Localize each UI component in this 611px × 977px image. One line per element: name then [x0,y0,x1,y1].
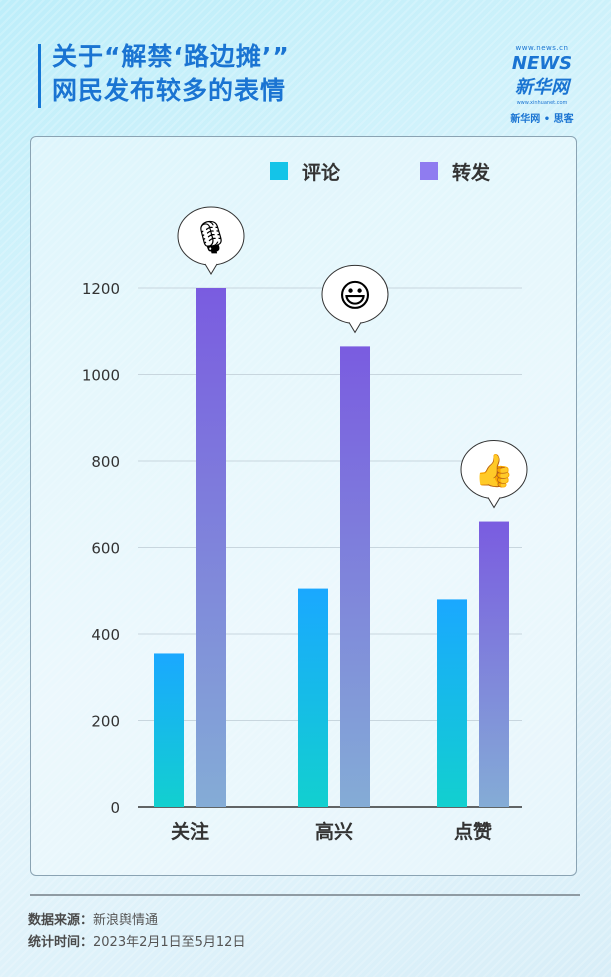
x-category-label: 高兴 [315,820,353,843]
bar-评论-关注 [154,653,184,807]
title-line-2: 网民发布较多的表情 [52,76,287,105]
source-value: 新浪舆情通 [93,913,159,928]
legend-label: 转发 [452,161,491,184]
y-tick-label: 1200 [82,280,120,298]
y-tick-label: 1000 [82,367,120,385]
emoji-bubble: 🎙 [177,206,245,275]
microphone-icon: 🎙 [191,218,232,256]
bar-转发-点赞 [479,521,509,807]
bar-转发-关注 [196,288,226,807]
bar-评论-高兴 [298,588,328,807]
period-value: 2023年2月1日至5月12日 [93,935,246,950]
x-category-label: 点赞 [454,821,492,843]
page-title: 关于“解禁‘路边摊’” 网民发布较多的表情 [52,40,290,108]
smiley-face-icon: 😃 [338,276,371,314]
data-source: 数据来源：新浪舆情通 [28,909,158,928]
logo-url: www.news.cn [515,44,569,52]
emoji-bubble: 😃 [321,264,389,334]
emoji-bubble: 👍 [460,440,528,509]
logo-subtitle: 新华网 • 思客 [510,114,574,125]
source-label: 数据来源： [28,913,94,928]
legend-label: 评论 [302,161,341,184]
y-tick-label: 600 [91,540,120,558]
legend-swatch [270,162,288,180]
y-tick-label: 0 [110,799,120,817]
logo-url-bottom: www.xinhuanet.com [516,100,568,106]
y-tick-label: 200 [91,713,120,731]
stat-period: 统计时间：2023年2月1日至5月12日 [28,931,245,950]
y-tick-label: 800 [91,453,120,471]
bar-评论-点赞 [437,599,467,807]
bar-转发-高兴 [340,346,370,807]
thumbs-up-icon: 👍 [474,452,514,490]
footer-divider [30,894,580,896]
y-tick-label: 400 [91,626,120,644]
x-category-label: 关注 [171,820,209,843]
legend-swatch [420,162,438,180]
logo-mark: NEWS 新华网 [511,53,573,98]
period-label: 统计时间： [28,935,94,950]
title-line-1: 关于“解禁‘路边摊’” [52,42,290,71]
xinhua-logo: www.news.cn NEWS 新华网 www.xinhuanet.com 新… [502,44,582,125]
title-accent-bar [38,44,41,108]
